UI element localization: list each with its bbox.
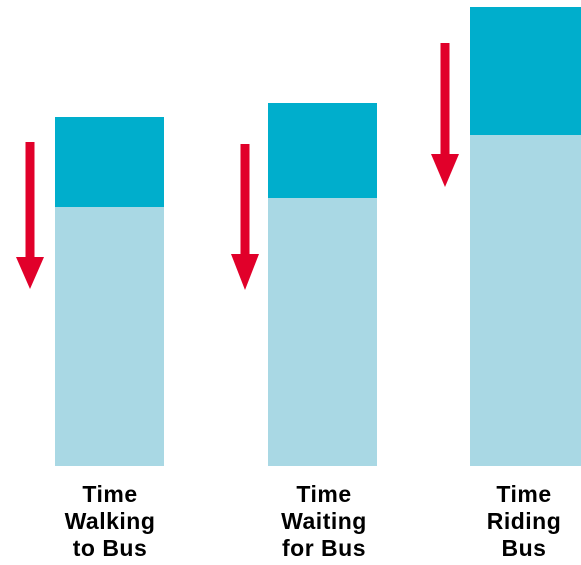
bar-riding-dark-segment — [470, 7, 581, 135]
down-arrow-icon — [431, 43, 459, 187]
down-arrow-icon — [231, 144, 259, 290]
bar-walking-dark-segment — [55, 117, 164, 207]
label-line: Riding — [486, 508, 562, 534]
label-line: Waiting — [281, 508, 367, 534]
bar-waiting-dark-segment — [268, 103, 377, 198]
label-time-riding-bus: Time Riding Bus — [464, 481, 581, 562]
label-line: Time — [82, 481, 138, 507]
label-line: Time — [296, 481, 352, 507]
label-line: to Bus — [72, 535, 148, 561]
bar-group-riding — [431, 7, 581, 466]
down-arrow-icon — [16, 142, 44, 289]
label-line: Walking — [64, 508, 156, 534]
label-time-waiting-for-bus: Time Waiting for Bus — [262, 481, 386, 562]
label-line: Time — [496, 481, 552, 507]
label-time-walking-to-bus: Time Walking to Bus — [48, 481, 172, 562]
bar-group-walking — [16, 117, 164, 466]
label-line: for Bus — [282, 535, 366, 561]
label-line: Bus — [501, 535, 547, 561]
bar-group-waiting — [231, 103, 377, 466]
